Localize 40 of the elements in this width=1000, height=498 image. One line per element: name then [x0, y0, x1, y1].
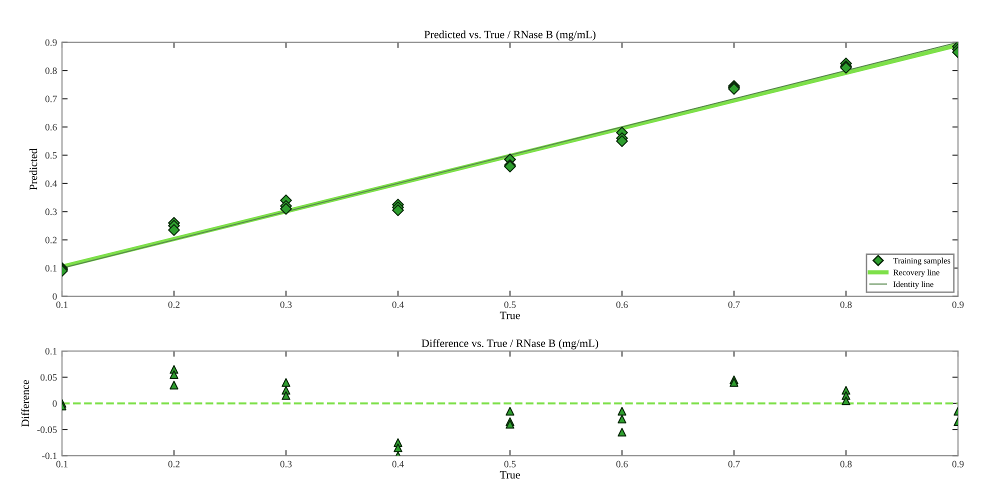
x-tick-label: 0.4 — [392, 460, 404, 468]
legend-label: Identity line — [893, 281, 934, 289]
legend-label: Training samples — [893, 258, 950, 266]
y-axis-title: Difference — [21, 380, 30, 427]
y-tick-label: 0 — [52, 400, 57, 407]
x-tick-label: 0.9 — [952, 301, 964, 308]
x-tick-label: 0.8 — [840, 460, 852, 468]
y-tick-label: 0.7 — [45, 96, 57, 102]
x-tick-label: 0.3 — [280, 460, 292, 468]
y-tick-label: 0.2 — [45, 236, 57, 244]
x-tick-label: 0.8 — [840, 301, 852, 308]
x-axis-title: True — [500, 471, 520, 479]
y-tick-label: 0.1 — [45, 348, 57, 355]
y-tick-label: 0.05 — [40, 374, 57, 381]
y-tick-label: 0.9 — [45, 39, 57, 46]
y-tick-label: -0.1 — [42, 452, 57, 460]
x-tick-label: 0.5 — [504, 301, 516, 308]
y-tick-label: 0.4 — [45, 180, 57, 187]
y-tick-label: 0 — [52, 293, 57, 300]
x-tick-label: 0.2 — [168, 460, 180, 468]
x-tick-label: 0.6 — [616, 301, 628, 308]
x-tick-label: 0.6 — [616, 460, 628, 468]
chart-title: Difference vs. True / RNase B (mg/mL) — [422, 339, 598, 350]
x-tick-label: 0.5 — [504, 460, 516, 468]
y-tick-label: 0.5 — [45, 152, 57, 159]
y-tick-label: 0.8 — [45, 67, 57, 74]
x-tick-label: 0.7 — [728, 301, 740, 308]
x-axis-title: True — [500, 312, 520, 320]
y-tick-label: -0.05 — [37, 426, 57, 434]
y-tick-label: 0.6 — [45, 124, 57, 130]
y-tick-label: 0.1 — [45, 265, 57, 272]
chart-title: Predicted vs. True / RNase B (mg/mL) — [424, 30, 596, 41]
y-axis-title: Predicted — [29, 148, 38, 190]
y-tick-label: 0.3 — [45, 208, 57, 216]
x-tick-label: 0.9 — [952, 460, 964, 468]
x-tick-label: 0.2 — [168, 301, 180, 308]
legend-label: Recovery line — [893, 269, 940, 278]
x-tick-label: 0.3 — [280, 301, 292, 308]
x-tick-label: 0.4 — [392, 301, 404, 308]
x-tick-label: 0.7 — [728, 460, 740, 468]
